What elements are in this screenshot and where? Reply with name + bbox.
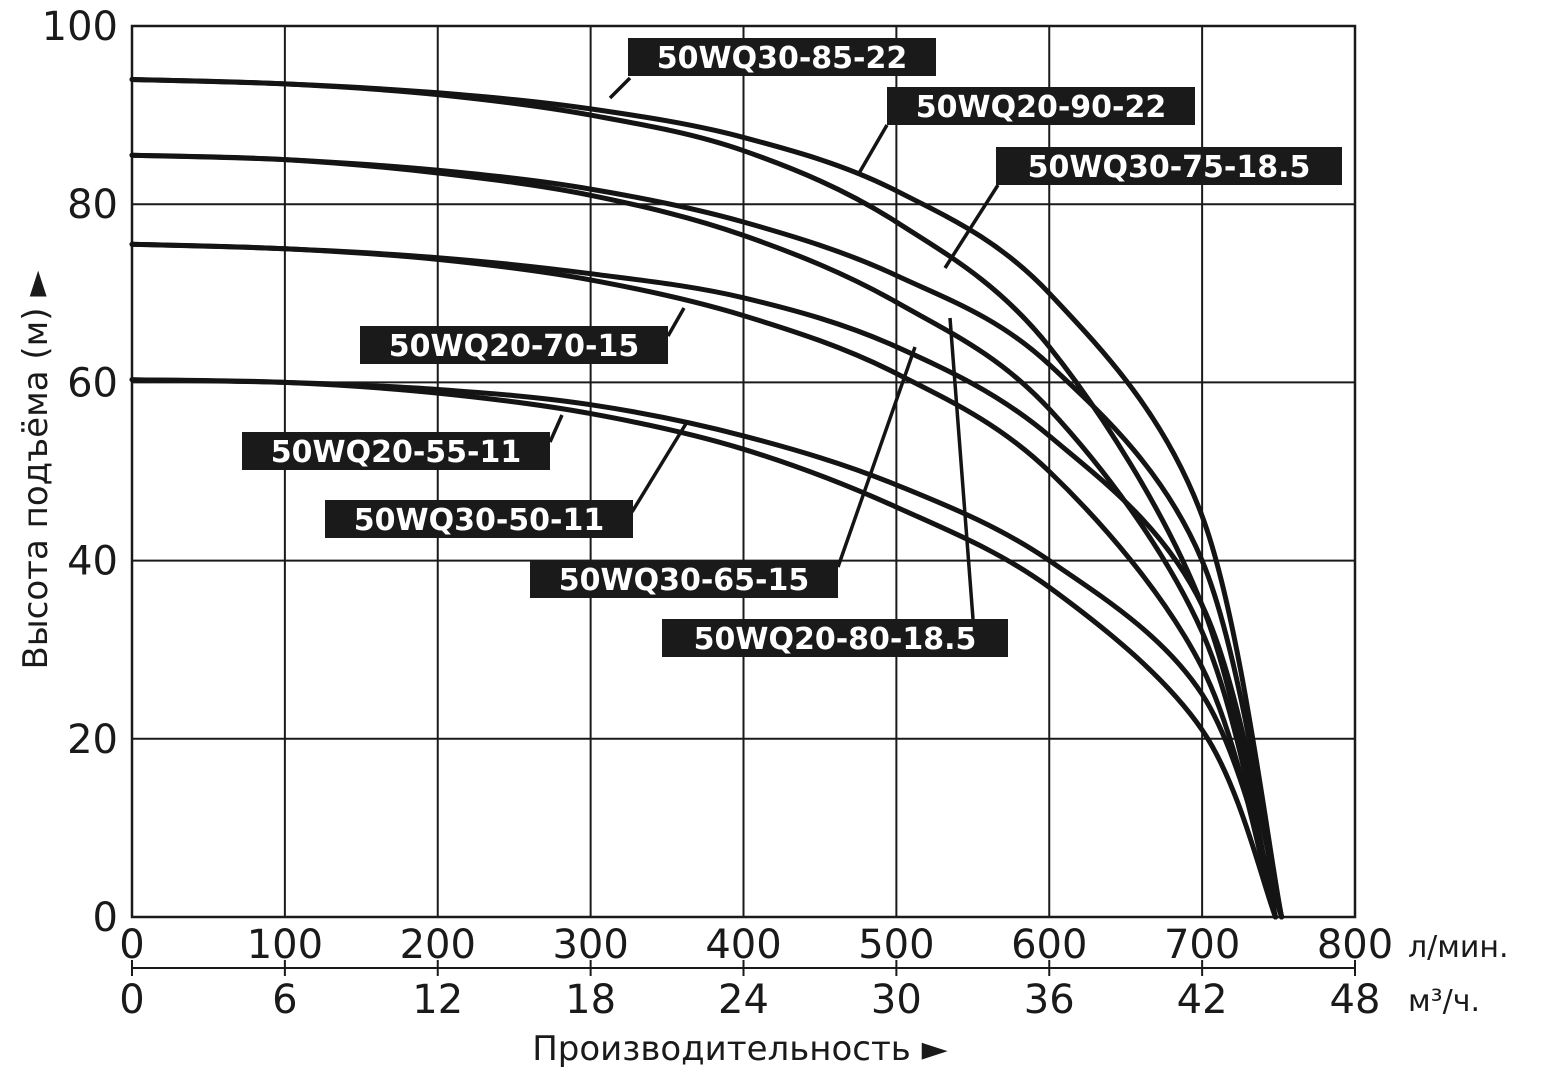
- y-tick-label: 100: [42, 4, 118, 50]
- x-tick-label-secondary: 18: [565, 977, 616, 1023]
- x-tick-label-secondary: 30: [871, 977, 922, 1023]
- y-tick-label: 40: [67, 539, 118, 585]
- label-leader-line: [856, 124, 889, 176]
- curve-label: 50WQ30-65-15: [559, 563, 810, 598]
- x-tick-label-secondary: 6: [272, 977, 297, 1023]
- y-tick-label: 80: [67, 182, 118, 228]
- curve-label-box: [662, 619, 1008, 657]
- label-leader-line: [666, 307, 686, 337]
- plot-frame: [130, 24, 1357, 919]
- y-axis-title: Высота подъёма (м) ►: [16, 270, 56, 670]
- x-unit-secondary: м³/ч.: [1408, 984, 1480, 1019]
- series-line: [129, 241, 1278, 920]
- y-tick-label: 60: [67, 360, 118, 406]
- x-tick-label-primary: 300: [552, 922, 628, 968]
- label-leaders: [548, 76, 1000, 620]
- curve-label-box: [996, 147, 1342, 185]
- x-tick-label-primary: 400: [705, 922, 781, 968]
- x-tick-label-secondary: 36: [1024, 977, 1075, 1023]
- label-leader-line: [608, 76, 632, 100]
- curve-label: 50WQ30-85-22: [657, 41, 908, 76]
- label-leader-line: [548, 414, 564, 443]
- curves: [129, 77, 1285, 920]
- series-line: [129, 152, 1278, 920]
- curve-label: 50WQ20-70-15: [389, 329, 640, 364]
- x-tick-label-primary: 700: [1164, 922, 1240, 968]
- curve-label-box: [360, 326, 668, 364]
- y-tick-label: 0: [93, 895, 118, 941]
- label-leader-line: [630, 421, 689, 513]
- x-unit-primary: л/мин.: [1408, 930, 1509, 965]
- curve-label-box: [628, 38, 936, 76]
- x-tick-label-secondary: 12: [412, 977, 463, 1023]
- curve-label-box: [242, 432, 550, 470]
- curve-label-box: [530, 560, 838, 598]
- x-tick-label-secondary: 24: [718, 977, 769, 1023]
- x-tick-label-primary: 100: [247, 922, 323, 968]
- curve-label: 50WQ20-90-22: [916, 90, 1167, 125]
- curve-label-box: [887, 87, 1195, 125]
- series-line: [129, 377, 1278, 920]
- x-tick-label-primary: 0: [119, 922, 144, 968]
- x-tick-label-primary: 500: [858, 922, 934, 968]
- y-tick-label: 20: [67, 717, 118, 763]
- x-tick-label-primary: 600: [1011, 922, 1087, 968]
- label-leader-line: [836, 346, 917, 568]
- curve-label: 50WQ30-75-18.5: [1028, 150, 1311, 185]
- curve-label: 50WQ30-50-11: [354, 503, 605, 538]
- curve-label-box: [325, 500, 633, 538]
- x-tick-label-secondary: 42: [1177, 977, 1228, 1023]
- x-tick-label-primary: 800: [1317, 922, 1393, 968]
- x-tick-label-secondary: 0: [119, 977, 144, 1023]
- label-leader-line: [943, 184, 1000, 269]
- curve-label: 50WQ20-80-18.5: [694, 622, 977, 657]
- x-axis-title: Производительность ►: [532, 1029, 948, 1069]
- x-tick-label-primary: 200: [400, 922, 476, 968]
- label-leader-line: [948, 317, 975, 620]
- x-tick-label-secondary: 48: [1330, 977, 1381, 1023]
- curve-label: 50WQ20-55-11: [271, 435, 522, 470]
